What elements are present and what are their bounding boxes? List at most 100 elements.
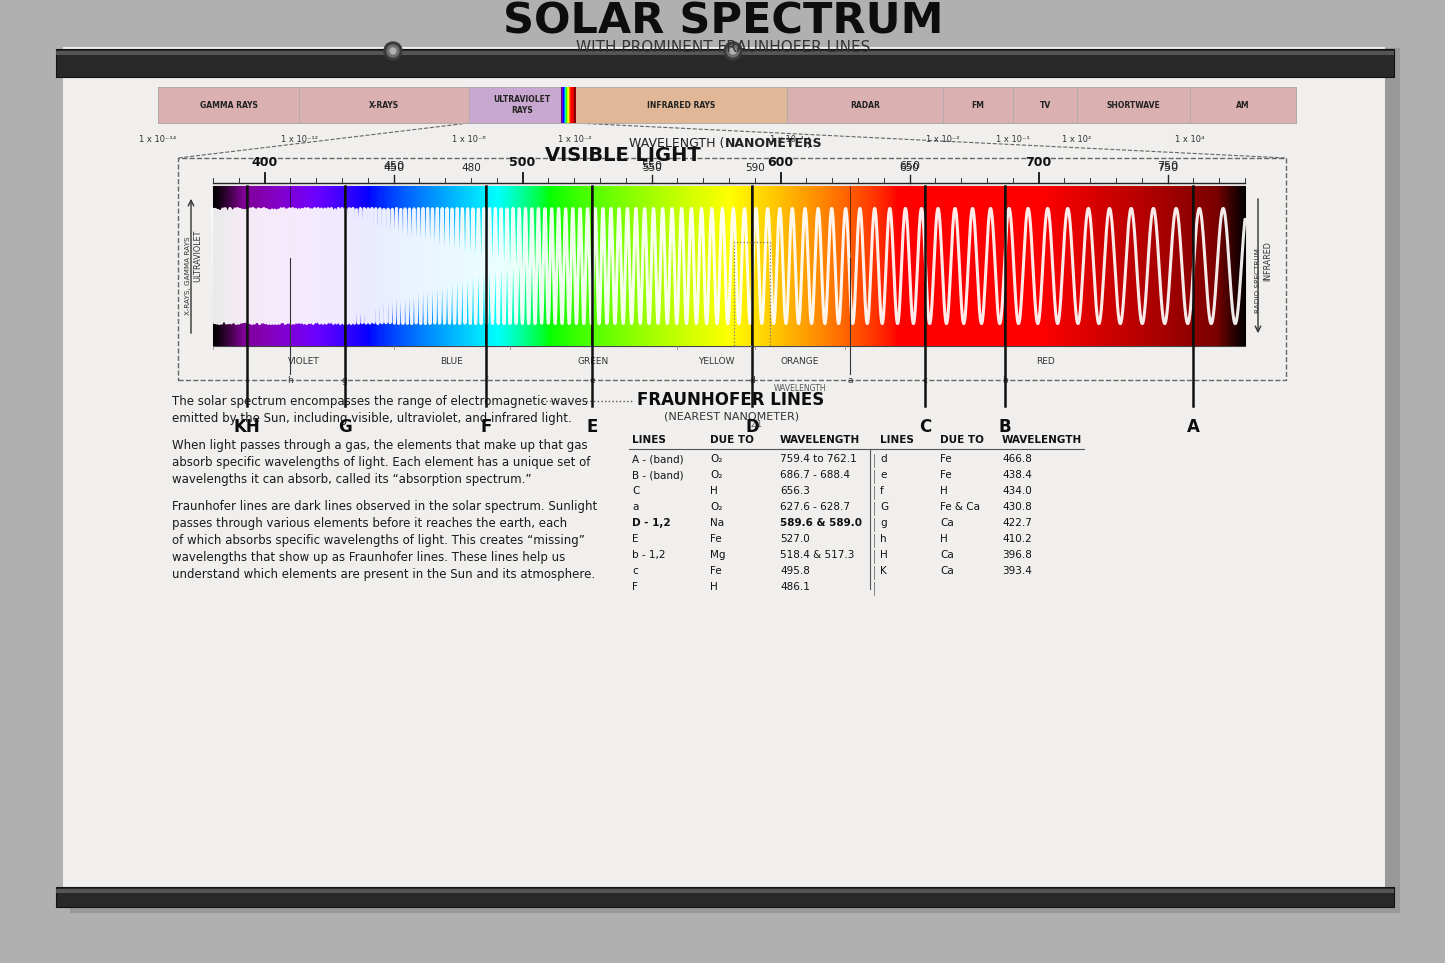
Bar [240, 186, 241, 346]
Bar [1129, 186, 1130, 346]
Bar [759, 186, 760, 346]
Bar [513, 186, 516, 346]
Bar [462, 186, 465, 346]
Bar [390, 186, 393, 346]
Bar [626, 186, 627, 346]
Bar [828, 186, 829, 346]
Bar [639, 186, 640, 346]
Text: passes through various elements before it reaches the earth, each: passes through various elements before i… [172, 517, 566, 530]
Text: 589.6 & 589.0: 589.6 & 589.0 [780, 518, 863, 528]
Bar [416, 186, 418, 346]
Bar [824, 186, 827, 346]
Bar [792, 186, 793, 346]
Bar [666, 186, 668, 346]
Text: WAVELENGTH (: WAVELENGTH ( [629, 137, 724, 150]
Bar [452, 186, 454, 346]
Bar [56, 51, 1394, 55]
Bar [712, 186, 714, 346]
Bar [837, 186, 838, 346]
Bar [292, 186, 293, 346]
Bar [223, 186, 224, 346]
Bar [236, 186, 237, 346]
Bar [517, 186, 519, 346]
Bar [486, 186, 487, 346]
Bar [1168, 186, 1170, 346]
Bar [345, 186, 347, 346]
Bar [224, 186, 225, 346]
Bar [1040, 186, 1043, 346]
Bar [838, 186, 840, 346]
Bar [701, 186, 704, 346]
Bar [1156, 186, 1159, 346]
Bar [618, 186, 620, 346]
Bar [376, 186, 377, 346]
Bar [659, 186, 660, 346]
Bar [439, 186, 441, 346]
Bar [923, 186, 925, 346]
Bar [1207, 186, 1208, 346]
Bar [1163, 186, 1165, 346]
Bar [614, 186, 616, 346]
Bar [665, 186, 666, 346]
Bar [971, 186, 972, 346]
Bar [1000, 186, 1001, 346]
Bar [957, 186, 958, 346]
Bar [938, 186, 939, 346]
Bar [318, 186, 321, 346]
Text: a: a [848, 376, 853, 385]
Bar [302, 186, 305, 346]
Text: TV: TV [1039, 100, 1051, 110]
Bar [1087, 186, 1088, 346]
Bar [892, 186, 893, 346]
Bar [338, 186, 340, 346]
Bar [644, 186, 646, 346]
Bar [815, 186, 816, 346]
Bar [374, 186, 376, 346]
Bar [1181, 186, 1182, 346]
Bar [1179, 186, 1181, 346]
Bar [1231, 186, 1233, 346]
Text: H: H [709, 486, 718, 496]
Bar [863, 186, 864, 346]
Bar [734, 186, 736, 346]
Bar [318, 186, 319, 346]
Text: 1 x 10²: 1 x 10² [1062, 135, 1091, 143]
Bar [233, 186, 234, 346]
Bar [1026, 186, 1027, 346]
Bar [538, 186, 539, 346]
Bar [311, 186, 312, 346]
Text: Fe: Fe [709, 566, 721, 576]
Bar [1162, 186, 1163, 346]
Bar [1153, 186, 1155, 346]
Bar [592, 186, 594, 346]
Bar [932, 186, 933, 346]
Bar [931, 186, 932, 346]
Bar [623, 186, 624, 346]
Bar [1007, 186, 1009, 346]
Bar [520, 186, 522, 346]
Bar [798, 186, 799, 346]
Bar [549, 186, 551, 346]
Bar [241, 186, 243, 346]
Text: 438.4: 438.4 [1001, 470, 1032, 480]
Bar [158, 87, 1296, 123]
Bar [400, 186, 402, 346]
Text: e: e [880, 470, 886, 480]
Bar [1016, 186, 1017, 346]
Bar [855, 186, 857, 346]
Bar [384, 186, 387, 346]
Circle shape [384, 42, 402, 60]
Bar [412, 186, 415, 346]
Bar [380, 186, 381, 346]
Bar [803, 186, 805, 346]
Bar [1085, 186, 1087, 346]
Bar [542, 186, 543, 346]
Bar [597, 186, 598, 346]
Bar [1234, 186, 1237, 346]
Bar [1191, 87, 1296, 123]
Bar [734, 186, 737, 346]
Bar [1088, 186, 1090, 346]
Text: 1 x 10⁻¹²: 1 x 10⁻¹² [280, 135, 318, 143]
Bar [964, 186, 965, 346]
Bar [649, 186, 650, 346]
